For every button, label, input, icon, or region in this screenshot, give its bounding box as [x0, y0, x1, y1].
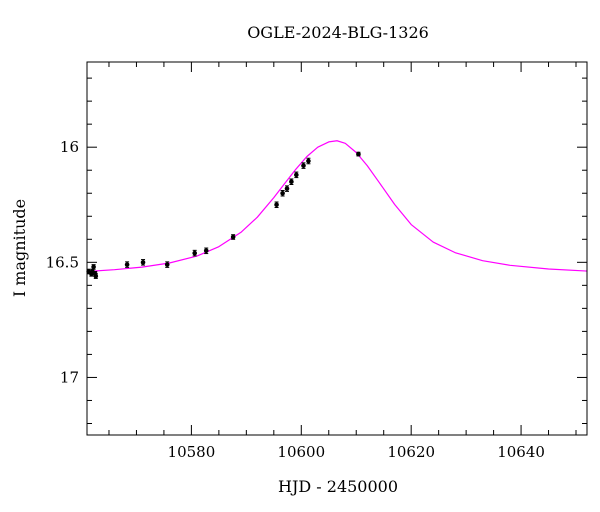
- data-point: [294, 172, 299, 178]
- x-axis-label: HJD - 2450000: [278, 477, 398, 496]
- data-point: [164, 262, 170, 267]
- y-tick-label: 17: [60, 368, 79, 386]
- data-point: [284, 186, 290, 191]
- x-tick-label: 10600: [277, 443, 325, 461]
- data-point: [301, 163, 306, 168]
- data-point: [91, 264, 96, 270]
- x-tick-label: 10620: [387, 443, 435, 461]
- data-point: [124, 262, 130, 267]
- model-curve: [87, 140, 587, 273]
- y-tick-label: 16.5: [46, 253, 79, 271]
- data-point: [140, 260, 146, 265]
- data-point: [230, 234, 236, 240]
- x-tick-label: 10640: [497, 443, 545, 461]
- data-point: [203, 248, 209, 254]
- data-point: [274, 202, 279, 208]
- data-point: [93, 273, 99, 279]
- data-point: [356, 151, 361, 157]
- data-point: [289, 179, 294, 185]
- chart-title: OGLE-2024-BLG-1326: [247, 23, 429, 42]
- x-tick-label: 10580: [168, 443, 216, 461]
- plot-area: 10580 10600 10620 10640 16 16.5 17: [46, 62, 587, 461]
- data-point: [280, 190, 285, 196]
- data-point: [192, 250, 197, 256]
- y-axis-label: I magnitude: [10, 199, 29, 297]
- y-tick-label: 16: [60, 138, 79, 156]
- data-point: [306, 158, 311, 164]
- plot-frame: [86, 61, 588, 436]
